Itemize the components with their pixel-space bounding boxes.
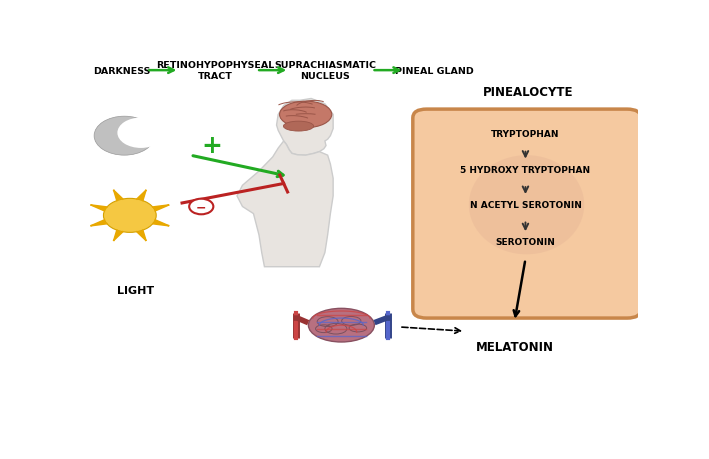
Text: PINEAL GLAND: PINEAL GLAND bbox=[396, 67, 474, 75]
Polygon shape bbox=[90, 220, 107, 226]
Ellipse shape bbox=[469, 156, 584, 255]
Text: TRYPTOPHAN: TRYPTOPHAN bbox=[491, 130, 559, 139]
Text: MELATONIN: MELATONIN bbox=[476, 340, 554, 353]
Text: SEROTONIN: SEROTONIN bbox=[496, 238, 555, 247]
Polygon shape bbox=[113, 231, 123, 241]
Text: 5 HYDROXY TRYPTOPHAN: 5 HYDROXY TRYPTOPHAN bbox=[460, 165, 591, 174]
Polygon shape bbox=[137, 231, 146, 241]
Text: SUPRACHIASMATIC
NUCLEUS: SUPRACHIASMATIC NUCLEUS bbox=[274, 61, 376, 81]
Polygon shape bbox=[90, 205, 107, 211]
FancyBboxPatch shape bbox=[413, 110, 641, 319]
Text: N ACETYL SEROTONIN: N ACETYL SEROTONIN bbox=[469, 201, 581, 210]
Polygon shape bbox=[137, 190, 146, 201]
Text: RETINOHYPOPHYSEAL
TRACT: RETINOHYPOPHYSEAL TRACT bbox=[156, 61, 274, 81]
Text: −: − bbox=[196, 201, 206, 213]
Polygon shape bbox=[153, 205, 169, 211]
Polygon shape bbox=[113, 190, 123, 201]
Text: +: + bbox=[202, 133, 223, 157]
Text: PINEALOCYTE: PINEALOCYTE bbox=[483, 86, 574, 99]
Ellipse shape bbox=[279, 102, 332, 129]
Text: LIGHT: LIGHT bbox=[117, 285, 154, 295]
Text: DARKNESS: DARKNESS bbox=[93, 67, 150, 75]
Polygon shape bbox=[153, 220, 169, 226]
Ellipse shape bbox=[308, 308, 374, 342]
Circle shape bbox=[189, 199, 213, 215]
Polygon shape bbox=[277, 99, 333, 156]
Circle shape bbox=[104, 199, 156, 233]
Circle shape bbox=[94, 117, 155, 156]
Polygon shape bbox=[237, 142, 333, 267]
Circle shape bbox=[118, 118, 164, 149]
Ellipse shape bbox=[284, 122, 313, 132]
